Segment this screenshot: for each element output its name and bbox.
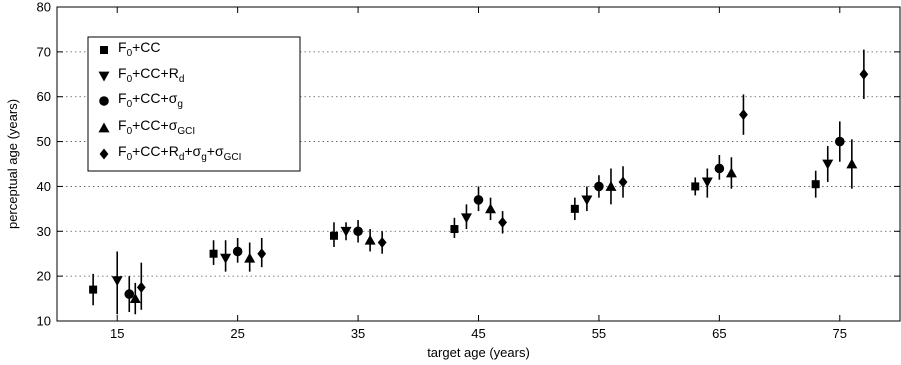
legend-marker (99, 96, 109, 106)
x-tick-label: 75 (833, 326, 847, 341)
legend-label: F0+CC+σg (118, 90, 183, 110)
series-4 (129, 139, 858, 315)
x-tick-label: 15 (110, 326, 124, 341)
plot-area (89, 49, 869, 315)
legend-marker (99, 148, 109, 160)
legend-marker (100, 46, 108, 54)
y-tick-label: 40 (37, 179, 51, 194)
series-5 (136, 49, 869, 310)
data-point (124, 289, 135, 299)
data-point (329, 231, 338, 240)
x-tick-label: 55 (592, 326, 606, 341)
data-point (594, 181, 604, 192)
legend-marker (98, 71, 110, 82)
y-tick-label: 70 (37, 44, 51, 59)
data-point (811, 180, 820, 189)
data-point (691, 182, 700, 191)
y-axis-label: perceptual age (years) (5, 99, 20, 229)
data-point (739, 109, 748, 121)
data-point (89, 285, 98, 294)
data-point (232, 246, 243, 257)
y-tick-label: 20 (37, 269, 51, 284)
data-point (485, 203, 497, 214)
data-point (701, 177, 713, 188)
data-point (209, 249, 218, 258)
x-tick-label: 35 (351, 326, 365, 341)
data-point (244, 252, 256, 263)
legend: F0+CC F0+CC+Rd F0+CC+σg F0+CC+σGCI F0+CC+Rd+… (87, 36, 301, 172)
data-point (340, 226, 352, 237)
data-point (714, 163, 725, 174)
y-tick-label: 50 (37, 134, 51, 149)
data-point (498, 216, 507, 228)
data-point (725, 167, 737, 178)
y-tick-label: 10 (37, 314, 51, 329)
data-point (846, 158, 858, 169)
data-point (377, 237, 387, 248)
series-1 (89, 170, 820, 306)
data-point (581, 195, 593, 206)
legend-label: F0+CC+Rd+σg+σGCI (118, 143, 241, 163)
data-point (822, 159, 834, 170)
data-point (364, 234, 376, 245)
series-2 (111, 146, 834, 315)
data-point (353, 226, 363, 237)
x-tick-label: 45 (471, 326, 485, 341)
data-point (570, 204, 579, 213)
y-tick-label: 60 (37, 89, 51, 104)
data-point (136, 281, 146, 293)
x-axis-label: target age (years) (427, 345, 530, 360)
y-tick-label: 30 (37, 224, 51, 239)
y-tick-label: 80 (37, 0, 51, 15)
legend-label: F0+CC (118, 39, 161, 59)
legend-label: F0+CC+σGCI (118, 117, 195, 137)
series-3 (124, 121, 845, 313)
data-point (605, 180, 617, 191)
data-point (220, 253, 232, 264)
data-point (473, 195, 484, 205)
data-point (618, 176, 628, 188)
legend-box (87, 36, 301, 172)
data-point (111, 276, 123, 287)
x-tick-label: 25 (230, 326, 244, 341)
axes: 15 25 35 45 55 65 75 10 20 30 40 50 60 70 80 (37, 0, 901, 341)
data-point (129, 293, 141, 303)
legend-label: F0+CC+Rd (118, 65, 184, 85)
data-point (460, 213, 472, 224)
data-point (450, 225, 459, 234)
x-tick-label: 65 (712, 326, 726, 341)
data-point (257, 248, 267, 260)
data-point (859, 68, 869, 80)
legend-marker (98, 122, 110, 133)
data-point (834, 136, 845, 147)
